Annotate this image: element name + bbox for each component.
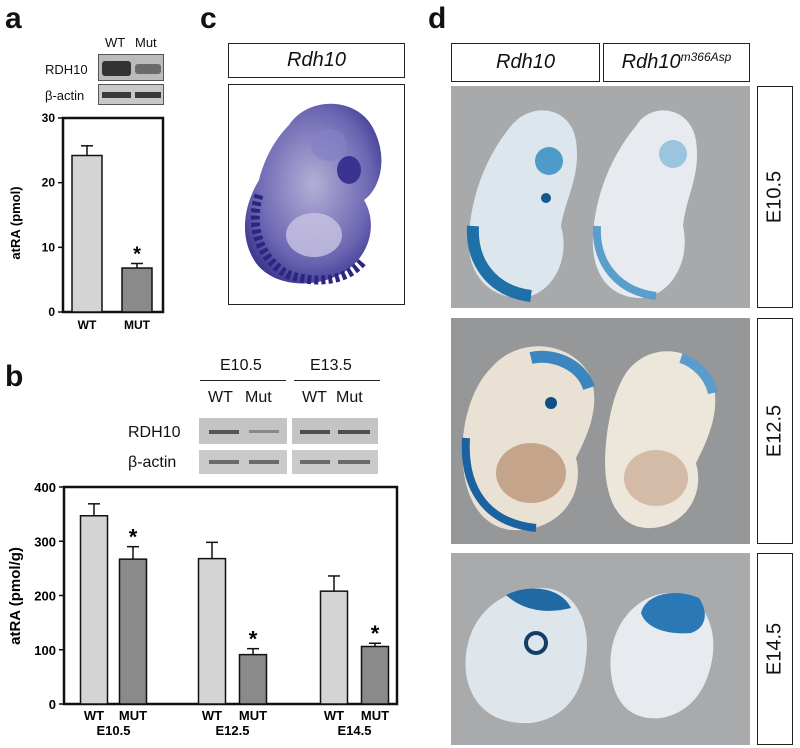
blot-band: [102, 92, 131, 98]
chart-b-bar-mut-E10-5: [118, 558, 148, 705]
panel-d-stage-e14-5-box: E14.5: [757, 553, 793, 745]
lacz-embryo-pair-illustration: [465, 588, 714, 724]
chart-a-xtick-label: WT: [78, 318, 97, 332]
blot-a-row-actin: β-actin: [45, 88, 85, 103]
chart-a-bar-wt: [71, 154, 103, 313]
panel-d-stage-e12-5-box: E12.5: [757, 318, 793, 544]
lacz-embryo-pair-illustration: [461, 346, 718, 532]
blot-b-lane-wt-2: WT: [302, 389, 327, 406]
panel-c-label-box: Rdh10: [228, 43, 405, 78]
blot-b-row-rdh10: RDH10: [128, 424, 181, 441]
chart-b-bar-label: MUT: [119, 708, 147, 723]
lacz-embryo-pair-illustration: [466, 110, 698, 302]
chart-a: atRA (pmol) 0 10 20 30 WT MUT *: [8, 111, 165, 332]
chart-b-ylabel: atRA (pmol/g): [7, 547, 24, 645]
panel-c-image: [228, 84, 405, 305]
blot-b-stage-1-line: [200, 380, 286, 381]
panel-letter-b: b: [5, 360, 24, 393]
blot-band: [209, 430, 239, 434]
chart-b-bar-label: MUT: [239, 708, 267, 723]
chart-b-ytick-label: 0: [49, 697, 56, 712]
blot-b-lane-wt-1: WT: [208, 389, 233, 406]
blot-b-lane-mut-2: Mut: [336, 389, 363, 406]
panel-d-image-e12-5: [451, 318, 750, 544]
blot-a-rdh10-strip: [98, 54, 164, 81]
chart-a-ytick-label: 0: [48, 305, 55, 319]
blot-b-stage-2-line: [294, 380, 380, 381]
chart-b-significance-star: *: [249, 627, 258, 652]
chart-b-bar-mut-E12-5: [238, 653, 268, 705]
chart-b-ytick-label: 200: [34, 589, 56, 604]
panel-d-stage-e10-5: E10.5: [763, 170, 786, 224]
blot-band: [135, 92, 161, 98]
blot-b-actin-strip-2: [292, 450, 378, 474]
chart-a-ytick-label: 30: [42, 111, 56, 125]
blot-b-stage-2: E13.5: [310, 357, 352, 374]
panel-letter-d: d: [428, 2, 447, 35]
blot-band: [338, 430, 370, 434]
panel-d-stage-e14-5: E14.5: [763, 622, 786, 676]
blot-band: [338, 460, 370, 464]
chart-b-bar-label: WT: [324, 708, 344, 723]
blot-band: [135, 64, 161, 74]
blot-a-row-rdh10: RDH10: [45, 62, 88, 77]
blot-b-row-actin: β-actin: [128, 454, 177, 471]
blot-band: [300, 430, 330, 434]
blot-b-rdh10-strip-2: [292, 418, 378, 444]
chart-b-bar-wt-E10-5: [79, 515, 109, 705]
panel-d-label-right-box: Rdh10 m366Asp: [603, 43, 750, 82]
chart-b-significance-star: *: [371, 621, 380, 646]
chart-b-ytick-label: 300: [34, 534, 56, 549]
blot-band: [209, 460, 239, 464]
chart-a-ytick-label: 10: [42, 240, 56, 254]
panel-letter-a: a: [5, 2, 22, 35]
panel-d-label-left: Rdh10: [496, 51, 555, 73]
chart-b-group-label: E12.5: [216, 723, 250, 738]
blot-band: [300, 460, 330, 464]
chart-b-bar-label: WT: [84, 708, 104, 723]
chart-b-group-label: E10.5: [97, 723, 131, 738]
chart-b-bar-mut-E14-5: [360, 645, 390, 705]
panel-c-label: Rdh10: [287, 49, 346, 71]
panel-letter-c: c: [200, 2, 217, 35]
panel-d-stage-e12-5: E12.5: [763, 404, 786, 458]
chart-b-significance-star: *: [129, 525, 138, 550]
chart-b-bar-label: WT: [202, 708, 222, 723]
blot-band: [249, 430, 279, 433]
blot-a-lane-wt: WT: [105, 35, 126, 50]
chart-a-xtick-label: MUT: [124, 318, 151, 332]
chart-b-bar-label: MUT: [361, 708, 389, 723]
blot-band: [249, 460, 279, 464]
panel-d-stage-e10-5-box: E10.5: [757, 86, 793, 308]
chart-b-ytick-label: 100: [34, 643, 56, 658]
chart-a-frame: [61, 116, 165, 314]
in-situ-embryo-illustration: [244, 103, 382, 285]
blot-b-actin-strip-1: [199, 450, 287, 474]
blot-band: [102, 61, 131, 76]
blot-b-stage-1: E10.5: [220, 357, 262, 374]
chart-b-bar-wt-E12-5: [197, 557, 227, 705]
chart-a-bar-mut: [121, 267, 153, 313]
panel-d-label-left-box: Rdh10: [451, 43, 600, 82]
chart-a-ytick-label: 20: [42, 176, 56, 190]
panel-d-label-right: Rdh10: [621, 51, 681, 73]
blot-b-lane-mut-1: Mut: [245, 389, 272, 406]
blot-a-lane-mut: Mut: [135, 35, 157, 50]
blot-b-rdh10-strip-1: [199, 418, 287, 444]
blot-a-actin-strip: [98, 84, 164, 105]
panel-d-label-right-sup: m366Asp: [680, 49, 732, 64]
chart-b-ytick-label: 400: [34, 480, 56, 495]
chart-a-significance-star: *: [133, 244, 141, 266]
chart-b-group-label: E14.5: [338, 723, 372, 738]
panel-d-image-e14-5: [451, 553, 750, 745]
chart-b-bar-wt-E14-5: [319, 590, 349, 705]
panel-d-image-e10-5: [451, 86, 750, 308]
chart-a-ylabel: atRA (pmol): [8, 186, 23, 259]
